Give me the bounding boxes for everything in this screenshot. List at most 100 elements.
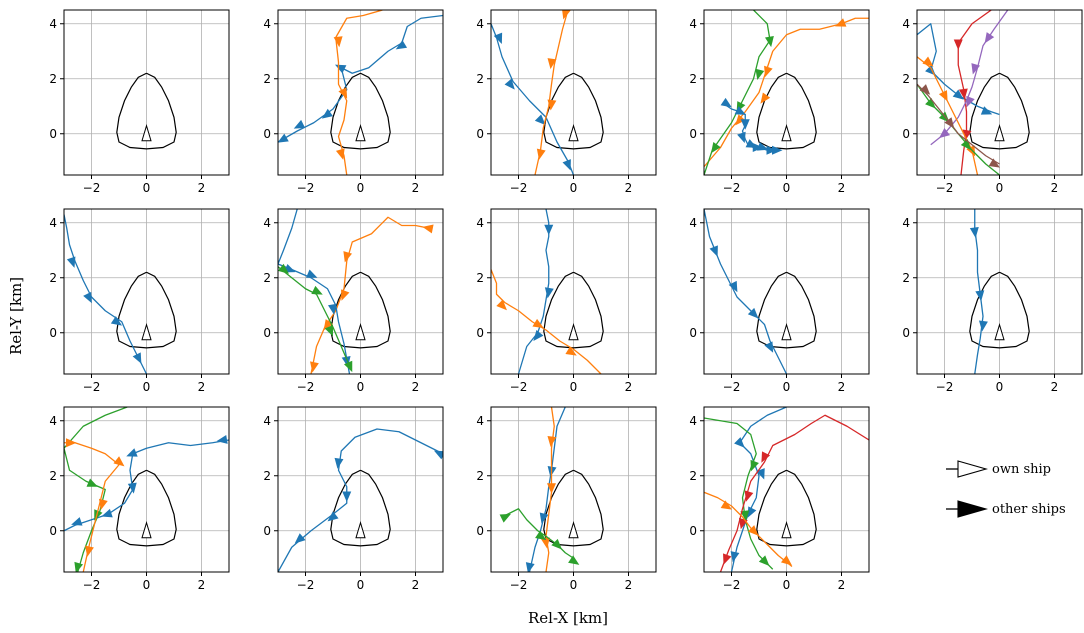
- ship-heading-marker: [730, 551, 740, 563]
- x-tick-label: −2: [723, 181, 741, 195]
- ship-heading-marker: [74, 561, 84, 572]
- trajectory-panel: −2 0 2 0 2 4: [902, 9, 1083, 195]
- y-tick-label: 4: [902, 216, 910, 230]
- plot-area: [704, 407, 869, 572]
- ship-heading-marker: [953, 39, 963, 50]
- ship-domain-boundary: [756, 271, 817, 349]
- ship-heading-marker: [544, 224, 554, 236]
- trajectory-line: [534, 10, 569, 175]
- plot-area: [704, 209, 817, 374]
- ship-heading-marker: [734, 106, 747, 115]
- x-tick-label: −2: [297, 380, 315, 394]
- y-tick-label: 2: [689, 72, 697, 86]
- x-tick-label: 2: [1051, 181, 1059, 195]
- ship-heading-marker: [952, 89, 964, 100]
- ship-heading-marker: [988, 158, 1001, 168]
- ship-heading-marker: [962, 129, 972, 141]
- plot-area: [969, 209, 1030, 374]
- trajectory-panel: −2 0 2 0 2 4: [689, 9, 870, 195]
- plot-area: [917, 10, 1030, 175]
- trajectory-line: [64, 407, 128, 572]
- trajectory-line: [730, 407, 787, 572]
- ship-heading-marker: [422, 224, 434, 234]
- ship-heading-marker: [294, 533, 306, 544]
- y-tick-label: 4: [476, 414, 484, 428]
- ship-heading-marker: [342, 491, 352, 502]
- ship-heading-marker: [737, 131, 746, 144]
- y-tick-label: 2: [263, 469, 271, 483]
- y-tick-label: 4: [476, 17, 484, 31]
- x-tick-label: 0: [143, 181, 151, 195]
- trajectory-line: [310, 216, 430, 374]
- trajectory-panel: −2 0 2 0 2 4: [689, 406, 870, 592]
- plot-area: [499, 407, 604, 572]
- trajectory-line: [64, 442, 120, 572]
- ship-heading-marker: [395, 40, 408, 50]
- y-tick-label: 0: [689, 127, 697, 141]
- ship-heading-marker: [504, 78, 515, 90]
- ship-heading-marker: [728, 280, 738, 293]
- x-tick-label: 0: [570, 380, 578, 394]
- trajectory-line: [704, 491, 793, 568]
- x-tick-label: −2: [510, 181, 528, 195]
- x-tick-label: −2: [723, 578, 741, 592]
- y-tick-label: 2: [49, 72, 57, 86]
- x-tick-label: 2: [412, 578, 420, 592]
- ship-heading-marker: [758, 555, 770, 566]
- ship-heading-marker: [939, 128, 951, 139]
- own-ship-marker: [355, 521, 366, 539]
- ship-heading-marker: [327, 303, 337, 315]
- ship-heading-marker: [534, 114, 546, 125]
- y-tick-label: 2: [689, 469, 697, 483]
- x-tick-label: −2: [83, 181, 101, 195]
- trajectory-line: [704, 209, 788, 374]
- own-ship-marker: [141, 521, 152, 539]
- ship-domain-boundary: [543, 271, 604, 349]
- y-tick-label: 0: [476, 127, 484, 141]
- ship-domain-boundary: [543, 72, 604, 150]
- x-tick-label: 2: [625, 380, 633, 394]
- y-tick-label: 4: [263, 216, 271, 230]
- ship-heading-marker: [293, 119, 306, 129]
- trajectory-line: [64, 439, 229, 532]
- trajectory-panel: −2 0 2 0 2 4: [49, 208, 230, 394]
- y-tick-label: 2: [902, 271, 910, 285]
- y-tick-label: 4: [689, 17, 697, 31]
- ship-domain-boundary: [543, 469, 604, 547]
- ship-heading-marker: [536, 148, 546, 160]
- ship-heading-marker: [756, 468, 765, 480]
- ship-heading-marker: [720, 97, 732, 108]
- y-tick-label: 4: [263, 17, 271, 31]
- ship-heading-marker: [764, 65, 773, 78]
- x-tick-label: 0: [357, 578, 365, 592]
- x-tick-label: 2: [838, 578, 846, 592]
- ship-heading-marker: [752, 143, 764, 152]
- ship-heading-marker: [740, 510, 750, 522]
- legend-other-ship-icon: [957, 500, 989, 518]
- trajectory-line: [917, 56, 979, 175]
- ship-heading-marker: [944, 117, 955, 129]
- y-tick-label: 0: [689, 524, 697, 538]
- plot-area: [64, 407, 229, 572]
- x-tick-label: 0: [783, 380, 791, 394]
- y-tick-label: 2: [476, 271, 484, 285]
- y-axis-title: Rel-Y [km]: [7, 277, 25, 355]
- ship-heading-marker: [323, 319, 334, 331]
- y-tick-label: 2: [476, 72, 484, 86]
- x-tick-label: 0: [783, 578, 791, 592]
- ship-heading-marker: [547, 99, 557, 111]
- x-tick-label: −2: [83, 578, 101, 592]
- ship-domain-boundary: [330, 72, 391, 150]
- ship-heading-marker: [341, 289, 350, 301]
- ship-heading-marker: [278, 263, 289, 274]
- ship-domain-boundary: [330, 271, 391, 349]
- ship-domain-boundary: [116, 72, 177, 150]
- ship-heading-marker: [496, 299, 507, 311]
- ship-heading-marker: [338, 87, 348, 99]
- ship-heading-marker: [532, 318, 544, 329]
- y-tick-label: 4: [49, 216, 57, 230]
- ship-domain-boundary: [330, 469, 391, 547]
- ship-heading-marker: [562, 10, 571, 20]
- y-tick-label: 4: [263, 414, 271, 428]
- own-ship-marker: [355, 323, 366, 341]
